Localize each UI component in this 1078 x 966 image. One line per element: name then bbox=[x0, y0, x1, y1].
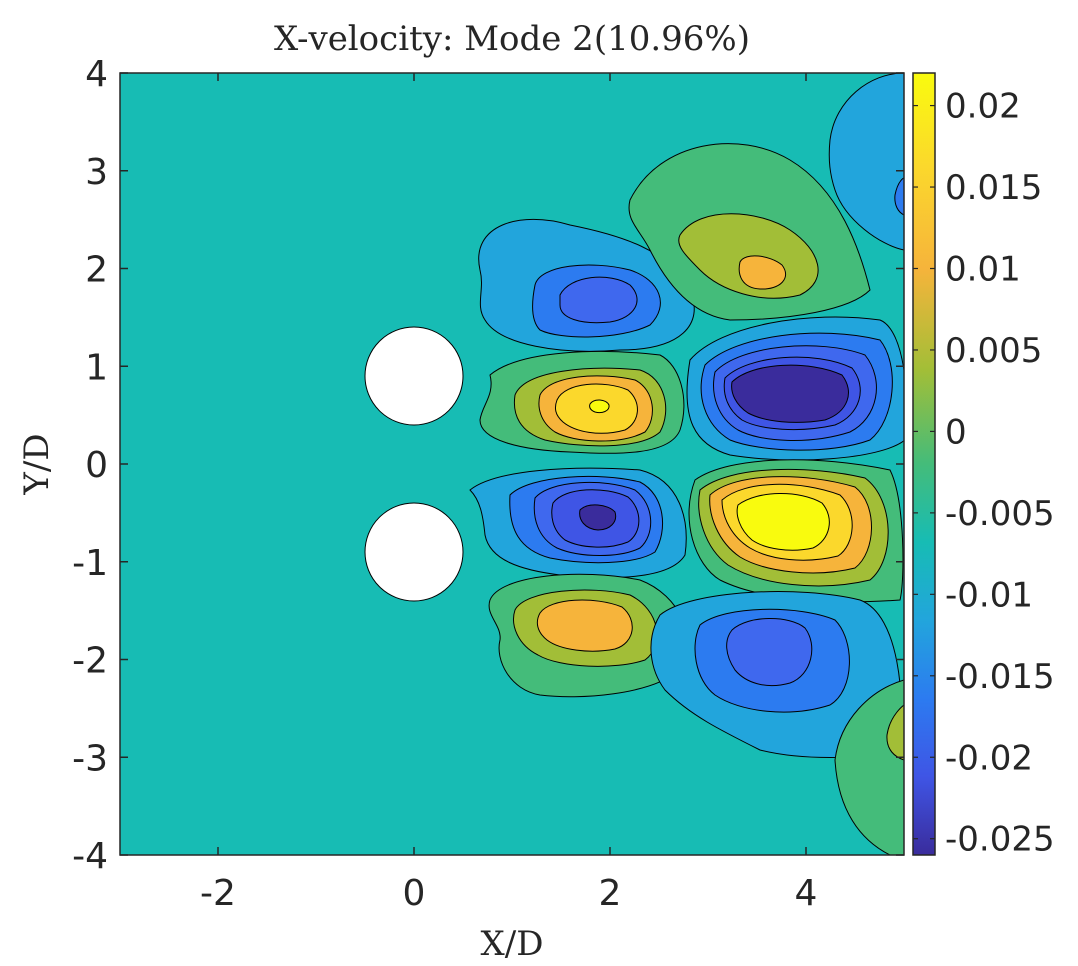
y-tick-label-7: -3 bbox=[72, 738, 108, 779]
colorbar-tick-label-0: 0.02 bbox=[945, 87, 1021, 127]
y-tick-label-0: 4 bbox=[85, 54, 108, 95]
x-tick-label-3: 4 bbox=[795, 873, 818, 914]
structure-lower-inner-negative bbox=[469, 467, 687, 579]
y-tick-label-8: -4 bbox=[72, 836, 108, 877]
structure-lower-negative bbox=[650, 591, 903, 758]
x-axis-label: X/D bbox=[481, 924, 544, 964]
colorbar-tick-label-9: -0.025 bbox=[945, 820, 1055, 860]
structure-center-negative bbox=[686, 316, 904, 461]
y-tick-label-5: -1 bbox=[72, 543, 108, 584]
structure-upper-positive bbox=[628, 143, 871, 321]
structure-lower-outer-positive bbox=[488, 573, 689, 698]
colorbar-tick-label-3: 0.005 bbox=[945, 331, 1042, 371]
y-tick-label-3: 1 bbox=[85, 347, 108, 388]
colorbar-ticks: 0.02 0.015 0.01 0.005 0 -0.005 -0.01 -0.015 -0.0… bbox=[913, 87, 1055, 860]
x-axis-ticks: -2 0 2 4 bbox=[200, 73, 817, 914]
cylinder-1 bbox=[364, 502, 464, 602]
colorbar-tick-label-5: -0.005 bbox=[945, 494, 1055, 534]
y-axis-label: Y/D bbox=[17, 433, 57, 495]
colorbar-tick-label-2: 0.01 bbox=[945, 250, 1021, 290]
y-tick-label-1: 3 bbox=[85, 152, 108, 193]
x-tick-label-0: -2 bbox=[200, 873, 236, 914]
chart-title: X-velocity: Mode 2(10.96%) bbox=[274, 19, 750, 59]
structure-upper-inner-positive bbox=[479, 351, 685, 454]
y-tick-label-2: 2 bbox=[85, 250, 108, 291]
x-tick-label-1: 0 bbox=[403, 873, 426, 914]
y-tick-label-6: -2 bbox=[72, 641, 108, 682]
x-tick-label-2: 2 bbox=[599, 873, 622, 914]
colorbar-tick-label-1: 0.015 bbox=[945, 168, 1042, 208]
structure-center-positive bbox=[688, 459, 904, 603]
cylinders bbox=[364, 326, 464, 602]
structure-lower-far-positive bbox=[834, 679, 904, 855]
colorbar-tick-label-6: -0.01 bbox=[945, 575, 1033, 615]
structure-upper-far-negative bbox=[828, 73, 904, 251]
contour-field bbox=[469, 73, 904, 855]
y-tick-label-4: 0 bbox=[85, 445, 108, 486]
colorbar-tick-label-8: -0.02 bbox=[945, 738, 1033, 778]
colorbar-tick-label-7: -0.015 bbox=[945, 657, 1055, 697]
colorbar bbox=[912, 72, 936, 856]
y-axis-ticks: 4 3 2 1 0 -1 -2 -3 -4 bbox=[72, 54, 904, 877]
cylinder-0 bbox=[364, 326, 464, 426]
structure-upper-outer-negative bbox=[478, 218, 695, 352]
colorbar-tick-label-4: 0 bbox=[945, 412, 967, 452]
